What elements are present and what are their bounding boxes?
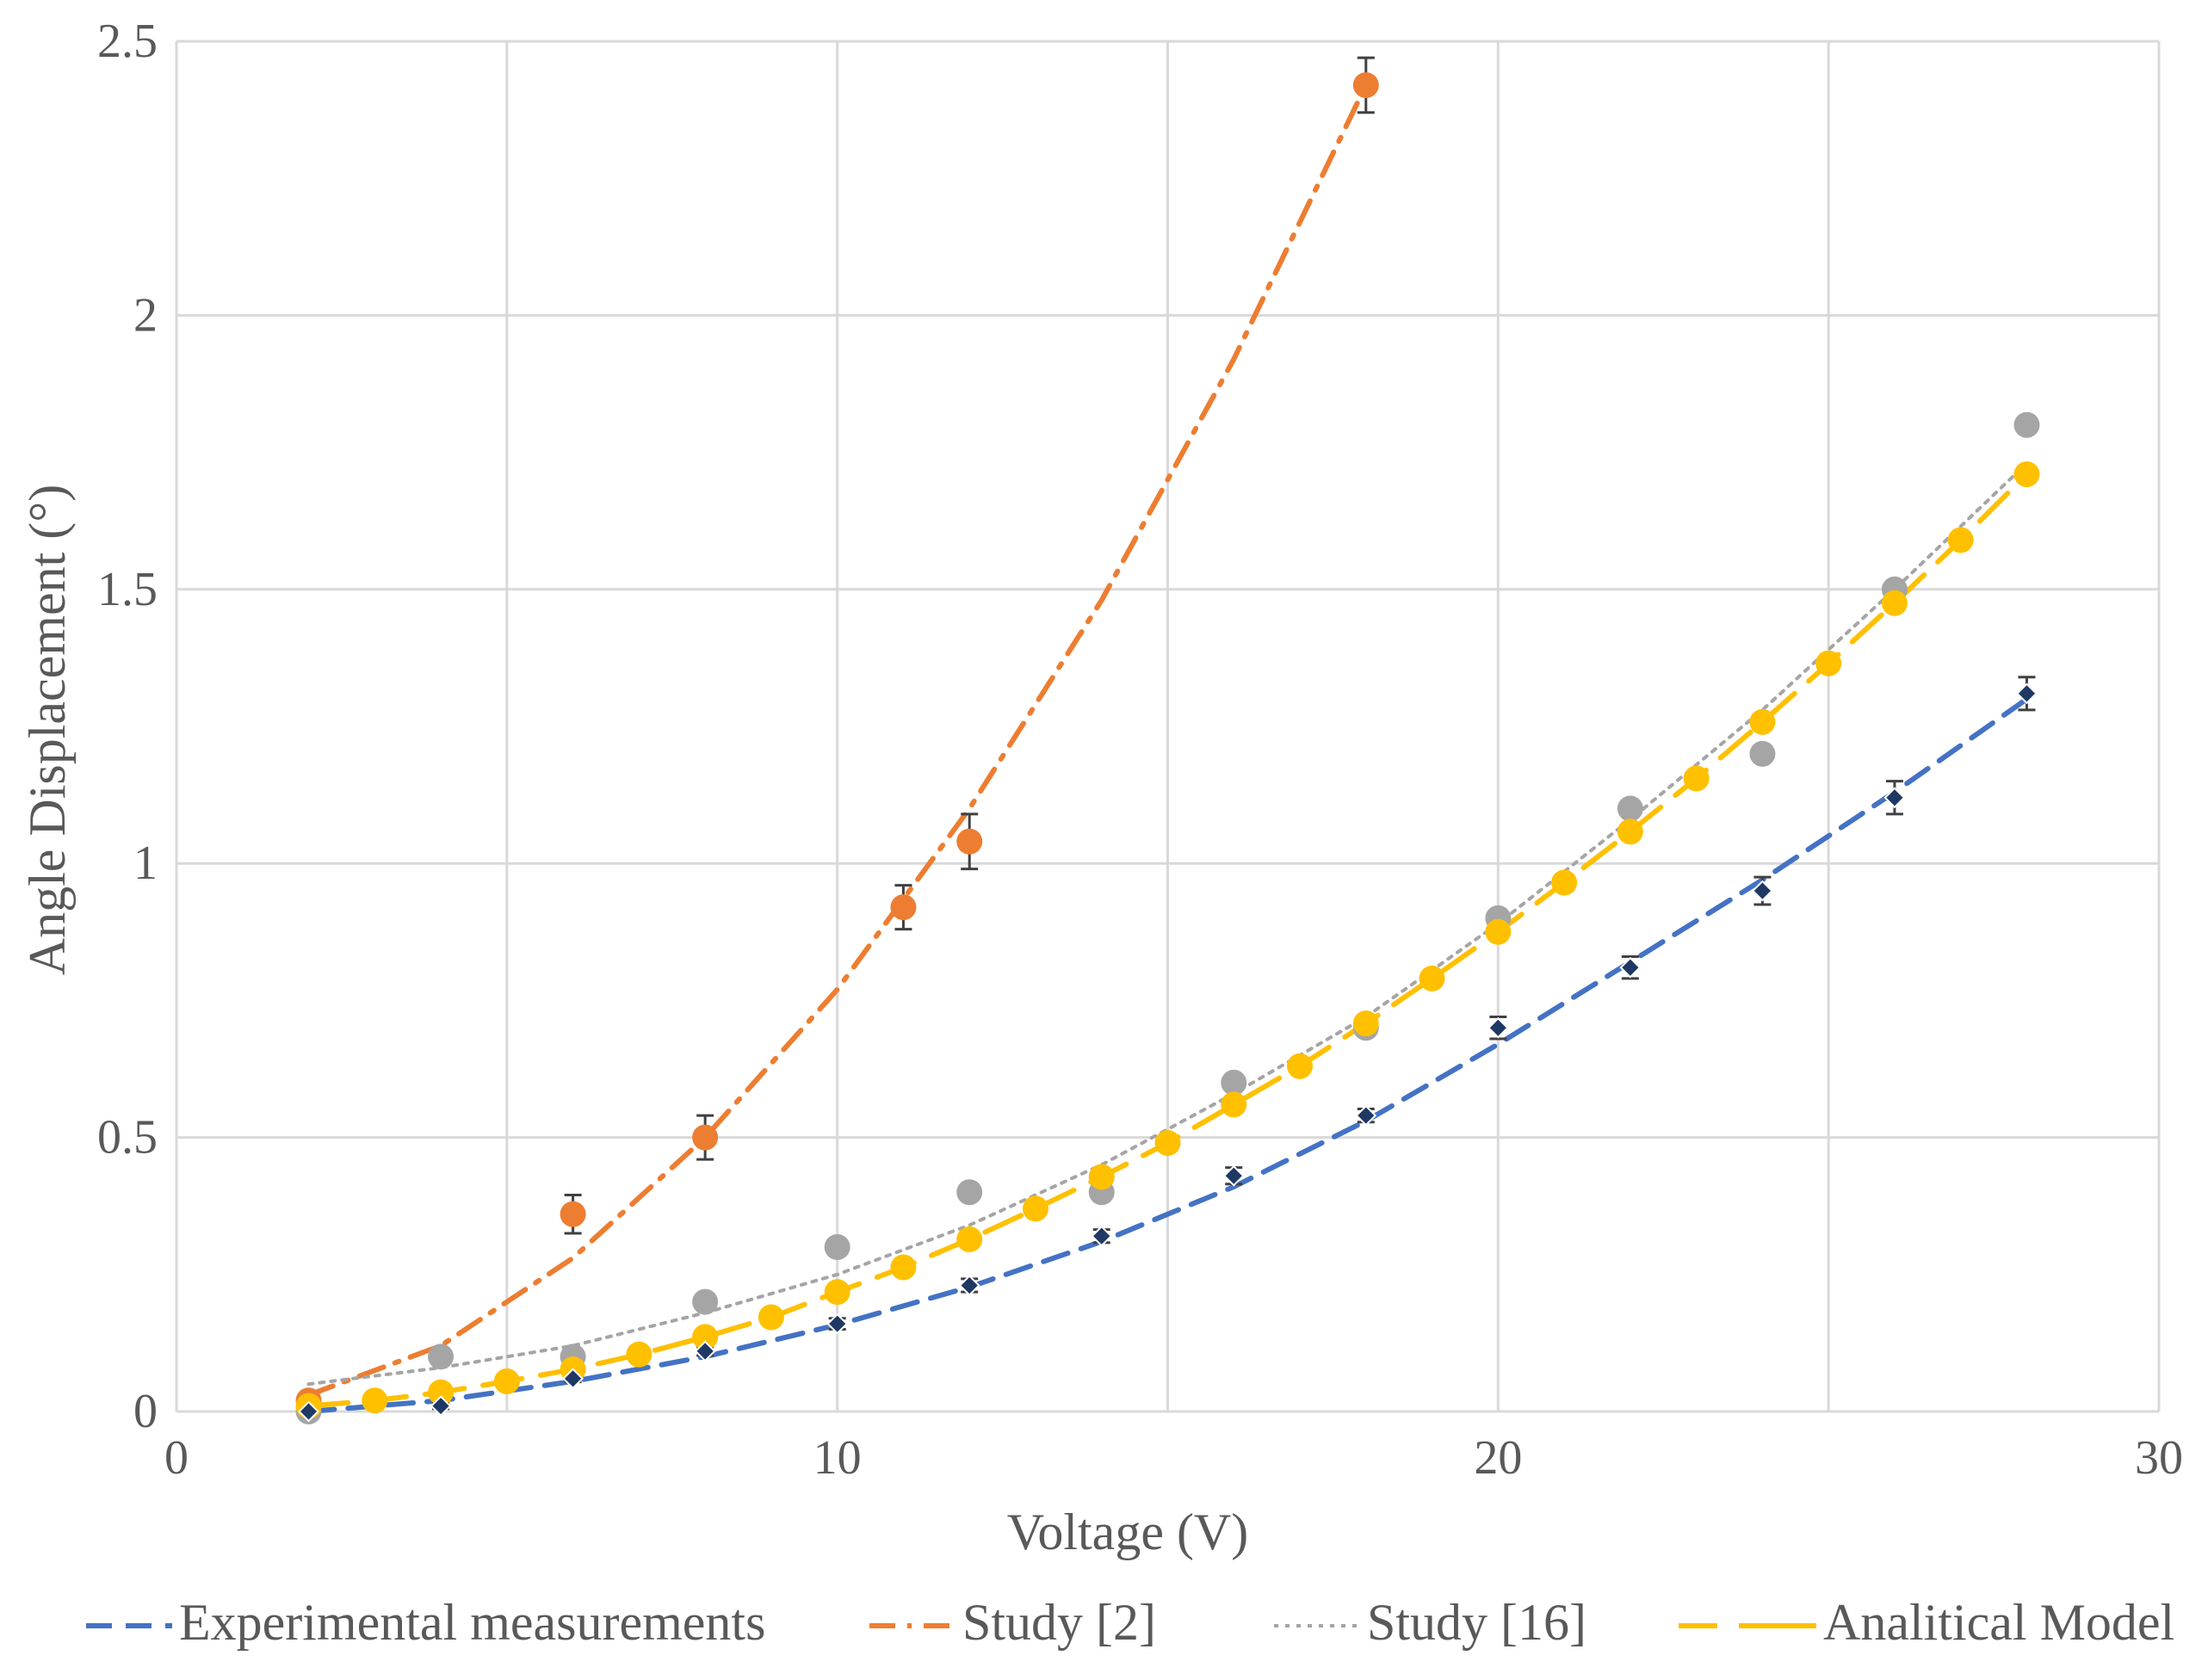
tick-labels: 0 0.5 1 1.5 2 2.5 0 10 20 30 (97, 15, 2183, 1485)
data-point-analitical-model (1947, 527, 1974, 553)
data-point-analitical-model (1749, 708, 1776, 735)
x-axis-title: Voltage (V) (1007, 1504, 1249, 1560)
data-point-study-16- (692, 1288, 719, 1315)
x-tick-label: 0 (164, 1431, 189, 1485)
data-point-experimental-measurements (298, 1400, 319, 1423)
data-point-experimental-measurements (1751, 880, 1773, 902)
data-point-study-16- (956, 1179, 983, 1206)
x-tick-label: 10 (813, 1431, 862, 1485)
data-point-analitical-model (1352, 1010, 1379, 1037)
legend-label-study-16-: Study [16] (1367, 1594, 1586, 1651)
legend: Experimental measurements Study [2] Study … (86, 1594, 2174, 1651)
data-point-analitical-model (1815, 650, 1842, 676)
y-tick-label: 1 (133, 837, 158, 890)
data-point-analitical-model (1221, 1091, 1247, 1118)
data-point-analitical-model (362, 1387, 388, 1414)
data-point-experimental-measurements (2016, 682, 2038, 705)
data-point-experimental-measurements (1355, 1104, 1377, 1127)
data-point-study-16- (1221, 1069, 1247, 1096)
x-tick-label: 30 (2135, 1431, 2183, 1485)
data-markers (295, 71, 2040, 1424)
data-point-experimental-measurements (430, 1395, 452, 1418)
y-axis-title: Angle Displacement (°) (19, 485, 76, 975)
legend-label-study-2-: Study [2] (962, 1594, 1156, 1651)
data-point-analitical-model (692, 1324, 719, 1350)
data-point-experimental-measurements (1222, 1164, 1245, 1187)
data-point-analitical-model (2013, 461, 2040, 488)
data-point-experimental-measurements (562, 1368, 584, 1390)
data-point-analitical-model (1485, 918, 1512, 945)
trendline-study-16- (306, 461, 2029, 1387)
trendline-experimental-measurements (306, 696, 2030, 1414)
data-point-experimental-measurements (1091, 1225, 1113, 1247)
data-point-analitical-model (428, 1379, 455, 1405)
data-point-analitical-model (1683, 765, 1710, 792)
data-point-analitical-model (1419, 965, 1445, 991)
data-point-analitical-model (1154, 1129, 1181, 1156)
data-point-experimental-measurements (958, 1275, 980, 1296)
data-point-analitical-model (1551, 869, 1578, 896)
data-point-study-16- (1617, 795, 1643, 822)
data-point-analitical-model (956, 1226, 983, 1253)
y-tick-label: 0.5 (97, 1111, 158, 1164)
data-point-experimental-measurements (1487, 1016, 1509, 1039)
data-point-experimental-measurements (1883, 787, 1906, 809)
data-point-analitical-model (493, 1368, 520, 1394)
data-point-analitical-model (758, 1304, 784, 1331)
data-point-analitical-model (626, 1341, 653, 1368)
data-point-analitical-model (824, 1279, 850, 1306)
data-point-analitical-model (1022, 1195, 1048, 1222)
data-point-study-16- (428, 1343, 455, 1370)
y-tick-label: 2.5 (97, 15, 158, 68)
data-point-study-2- (956, 828, 983, 855)
data-point-analitical-model (1881, 590, 1908, 616)
legend-label-analitical-model: Analitical Model (1823, 1594, 2174, 1651)
data-point-study-16- (824, 1233, 850, 1260)
data-point-study-16- (1749, 740, 1776, 767)
data-point-experimental-measurements (826, 1312, 849, 1335)
trendline-study-2- (306, 82, 1369, 1398)
data-point-analitical-model (1088, 1164, 1115, 1190)
data-point-study-2- (692, 1124, 719, 1151)
data-point-analitical-model (890, 1254, 917, 1281)
data-point-study-2- (890, 894, 917, 921)
gridlines (175, 40, 2161, 1413)
data-point-experimental-measurements (694, 1340, 716, 1362)
y-tick-label: 2 (133, 288, 158, 342)
data-point-analitical-model (1617, 818, 1643, 845)
data-point-analitical-model (1287, 1053, 1314, 1079)
data-point-study-2- (560, 1201, 586, 1227)
data-point-experimental-measurements (1619, 956, 1642, 979)
data-point-study-16- (2013, 411, 2040, 438)
x-tick-label: 20 (1474, 1431, 1522, 1485)
legend-label-experimental-measurements: Experimental measurements (179, 1594, 765, 1651)
y-tick-label: 0 (133, 1385, 158, 1438)
y-tick-label: 1.5 (97, 563, 158, 616)
data-point-study-2- (1352, 71, 1379, 98)
